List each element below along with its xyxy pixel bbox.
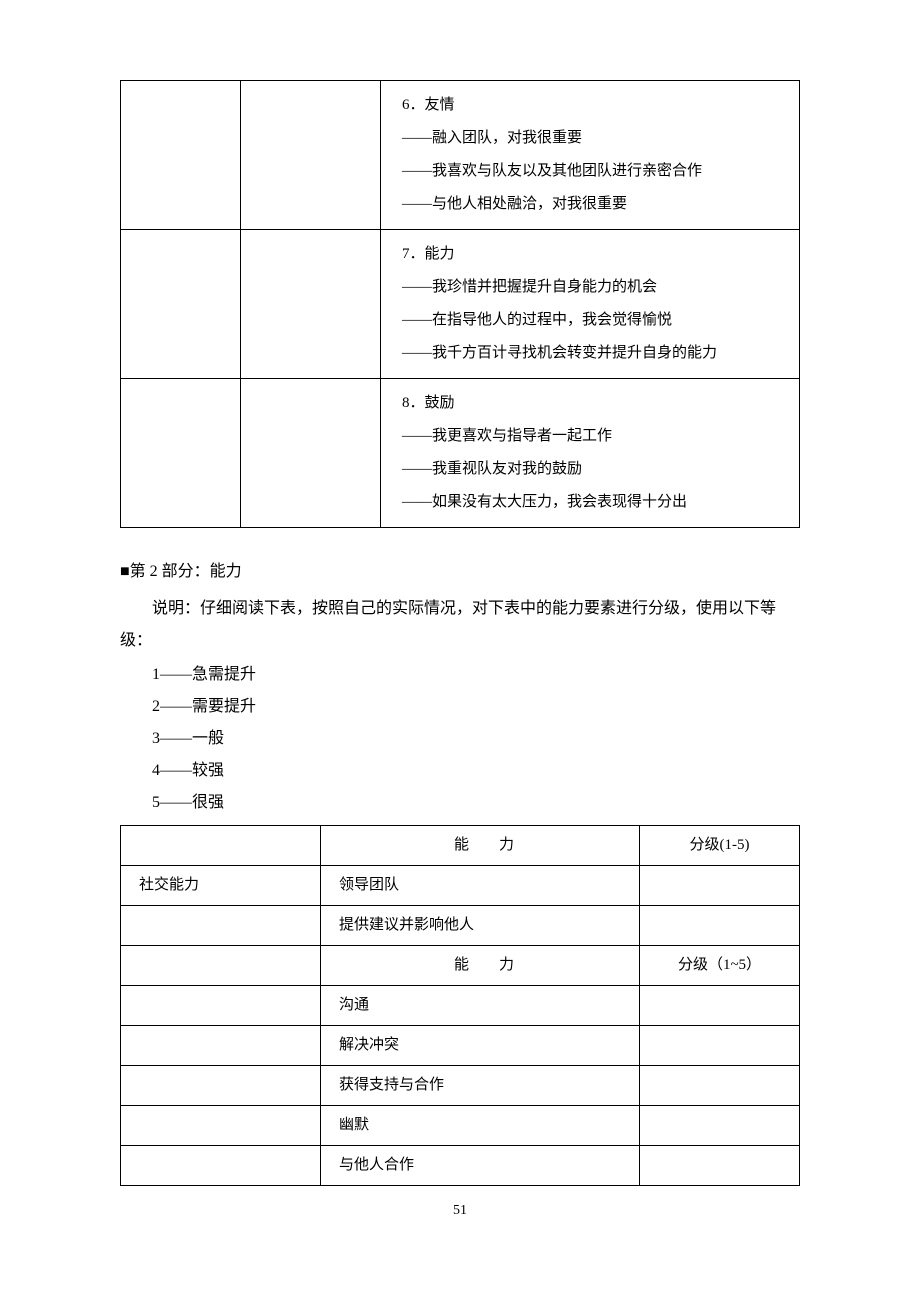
rating-scale-item: 3——一般 — [152, 723, 800, 755]
table-row: 7．能力 ——我珍惜并把握提升自身能力的机会 ——在指导他人的过程中，我会觉得愉… — [121, 230, 800, 379]
cell: 幽默 — [321, 1105, 640, 1145]
header-cell: 能 力 — [321, 825, 640, 865]
cell — [640, 1065, 800, 1105]
cell: 与他人合作 — [321, 1145, 640, 1185]
table-row: 6．友情 ——融入团队，对我很重要 ——我喜欢与队友以及其他团队进行亲密合作 —… — [121, 81, 800, 230]
header-cell: 分级(1-5) — [640, 825, 800, 865]
header-cell — [121, 825, 321, 865]
cell — [121, 1145, 321, 1185]
cell-content: 7．能力 ——我珍惜并把握提升自身能力的机会 ——在指导他人的过程中，我会觉得愉… — [387, 238, 793, 370]
table-row: 沟通 — [121, 985, 800, 1025]
cell-content: 6．友情 ——融入团队，对我很重要 ——我喜欢与队友以及其他团队进行亲密合作 —… — [387, 89, 793, 221]
cell: 解决冲突 — [321, 1025, 640, 1065]
header-cell: 分级（1~5） — [640, 945, 800, 985]
cell: 7．能力 ——我珍惜并把握提升自身能力的机会 ——在指导他人的过程中，我会觉得愉… — [381, 230, 800, 379]
header-cell — [121, 945, 321, 985]
cell — [640, 905, 800, 945]
rating-scale-item: 5——很强 — [152, 787, 800, 819]
rating-scale-item: 1——急需提升 — [152, 659, 800, 691]
cell: 社交能力 — [121, 865, 321, 905]
page-number: 51 — [120, 1198, 800, 1223]
ability-rating-table: 能 力 分级(1-5) 社交能力 领导团队 提供建议并影响他人 能 力 分级（1… — [120, 825, 800, 1186]
cell — [241, 230, 381, 379]
cell-content: 8．鼓励 ——我更喜欢与指导者一起工作 ——我重视队友对我的鼓励 ——如果没有太… — [387, 387, 793, 519]
table-row: 获得支持与合作 — [121, 1065, 800, 1105]
cell: 8．鼓励 ——我更喜欢与指导者一起工作 ——我重视队友对我的鼓励 ——如果没有太… — [381, 379, 800, 528]
cell — [241, 379, 381, 528]
table-row: 解决冲突 — [121, 1025, 800, 1065]
cell — [640, 1145, 800, 1185]
instruction-text: 说明：仔细阅读下表，按照自己的实际情况，对下表中的能力要素进行分级，使用以下等级… — [120, 593, 800, 657]
rating-scale-list: 1——急需提升 2——需要提升 3——一般 4——较强 5——很强 — [152, 659, 800, 819]
table-row: 幽默 — [121, 1105, 800, 1145]
table-row: 社交能力 领导团队 — [121, 865, 800, 905]
cell — [640, 1105, 800, 1145]
cell — [121, 985, 321, 1025]
header-cell: 能 力 — [321, 945, 640, 985]
table-header-row: 能 力 分级(1-5) — [121, 825, 800, 865]
cell — [121, 1025, 321, 1065]
cell — [241, 81, 381, 230]
section-title: ■第 2 部分：能力 — [120, 558, 800, 587]
table-row: 8．鼓励 ——我更喜欢与指导者一起工作 ——我重视队友对我的鼓励 ——如果没有太… — [121, 379, 800, 528]
cell — [121, 379, 241, 528]
cell: 提供建议并影响他人 — [321, 905, 640, 945]
table-row: 与他人合作 — [121, 1145, 800, 1185]
motivation-factors-table: 6．友情 ——融入团队，对我很重要 ——我喜欢与队友以及其他团队进行亲密合作 —… — [120, 80, 800, 528]
cell: 领导团队 — [321, 865, 640, 905]
cell — [640, 1025, 800, 1065]
cell: 6．友情 ——融入团队，对我很重要 ——我喜欢与队友以及其他团队进行亲密合作 —… — [381, 81, 800, 230]
cell — [640, 985, 800, 1025]
cell: 沟通 — [321, 985, 640, 1025]
cell — [121, 81, 241, 230]
cell — [640, 865, 800, 905]
cell — [121, 905, 321, 945]
cell — [121, 230, 241, 379]
rating-scale-item: 4——较强 — [152, 755, 800, 787]
table-header-row: 能 力 分级（1~5） — [121, 945, 800, 985]
table-row: 提供建议并影响他人 — [121, 905, 800, 945]
cell: 获得支持与合作 — [321, 1065, 640, 1105]
cell — [121, 1105, 321, 1145]
cell — [121, 1065, 321, 1105]
rating-scale-item: 2——需要提升 — [152, 691, 800, 723]
